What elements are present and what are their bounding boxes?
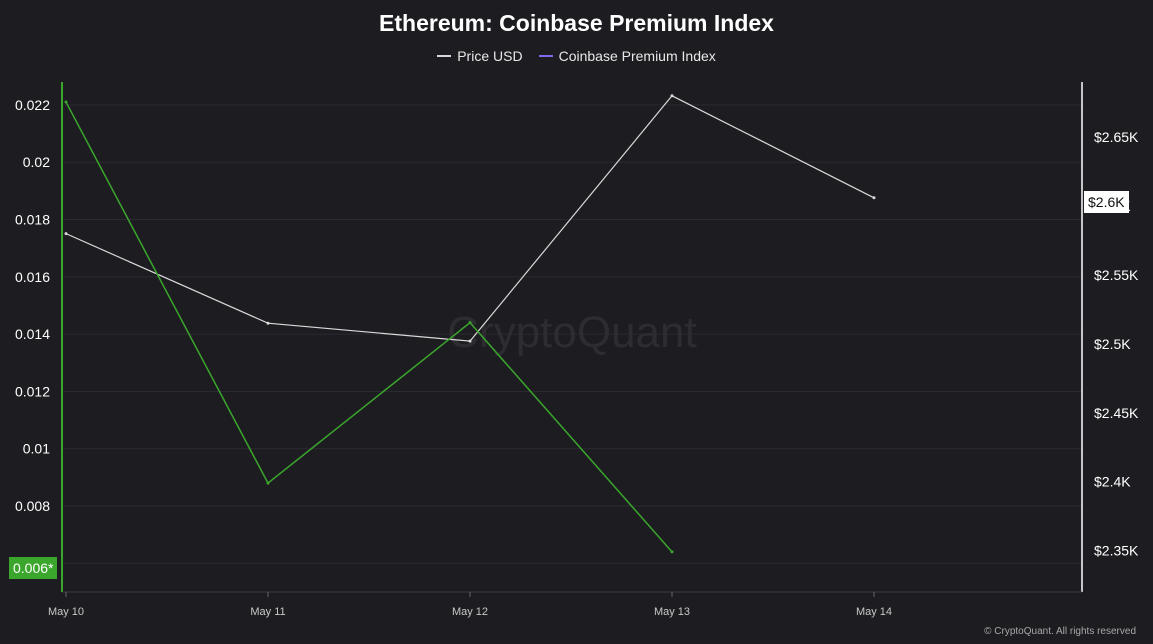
legend-item-coinbase-premium-index[interactable]: Coinbase Premium Index — [538, 48, 716, 64]
series-line-coinbase-premium-index — [65, 101, 673, 553]
price-value-badge: $2.6K — [1084, 191, 1129, 213]
right-axis-tick-label: $2.35K — [1094, 543, 1139, 559]
data-point-price-usd[interactable] — [266, 321, 270, 325]
right-axis-tick-label: $2.45K — [1094, 405, 1139, 421]
left-axis-tick-label: 0.008 — [15, 498, 50, 514]
chart-title: Ethereum: Coinbase Premium Index — [379, 10, 774, 36]
left-axis-tick-label: 0.02 — [23, 154, 50, 170]
x-axis-tick-label: May 14 — [856, 606, 892, 618]
data-point-price-usd[interactable] — [872, 196, 876, 200]
left-axis-ticks: 0.0220.020.0180.0160.0140.0120.010.0080.… — [15, 97, 50, 571]
data-point-coinbase-premium-index[interactable] — [670, 550, 674, 554]
right-axis-tick-label: $2.65K — [1094, 129, 1139, 145]
x-axis-tick-label: May 13 — [654, 606, 690, 618]
legend-item-price-usd[interactable]: Price USD — [437, 48, 523, 64]
x-axis-tick-label: May 11 — [250, 606, 285, 618]
data-point-price-usd[interactable] — [468, 339, 472, 343]
left-axis-tick-label: 0.022 — [15, 97, 50, 113]
series-line-price-usd — [65, 95, 875, 342]
data-point-price-usd[interactable] — [64, 232, 68, 236]
right-axis-tick-label: $2.4K — [1094, 474, 1131, 490]
watermark: CryptoQuant — [447, 308, 696, 357]
premium-value-badge: 0.006* — [9, 557, 58, 579]
left-axis-tick-label: 0.012 — [15, 383, 50, 399]
legend-label-coinbase-premium-index: Coinbase Premium Index — [558, 48, 716, 64]
left-axis-tick-label: 0.01 — [23, 441, 50, 457]
left-axis-tick-label: 0.016 — [15, 269, 50, 285]
right-axis-tick-label: $2.5K — [1094, 336, 1131, 352]
right-axis-tick-label: $2.55K — [1094, 267, 1139, 283]
series-layer — [64, 94, 876, 554]
data-point-coinbase-premium-index[interactable] — [266, 481, 270, 485]
gridlines — [62, 104, 1082, 564]
chart-legend: Price USD Coinbase Premium Index — [0, 48, 1153, 64]
legend-label-price-usd: Price USD — [457, 48, 523, 64]
x-axis-tick-label: May 10 — [48, 606, 84, 618]
copyright-footer: © CryptoQuant. All rights reserved — [984, 626, 1136, 637]
data-point-coinbase-premium-index[interactable] — [468, 321, 472, 325]
left-axis-tick-label: 0.018 — [15, 212, 50, 228]
legend-swatch-coinbase-premium-index — [538, 55, 553, 57]
data-point-price-usd[interactable] — [670, 94, 674, 98]
left-axis-tick-label: 0.014 — [15, 326, 50, 342]
x-axis-ticks: May 10 May 11 May 12 May 13 May 14 — [48, 592, 892, 618]
data-point-coinbase-premium-index[interactable] — [64, 100, 68, 104]
x-axis-tick-label: May 12 — [452, 606, 488, 618]
legend-swatch-price-usd — [437, 55, 452, 57]
